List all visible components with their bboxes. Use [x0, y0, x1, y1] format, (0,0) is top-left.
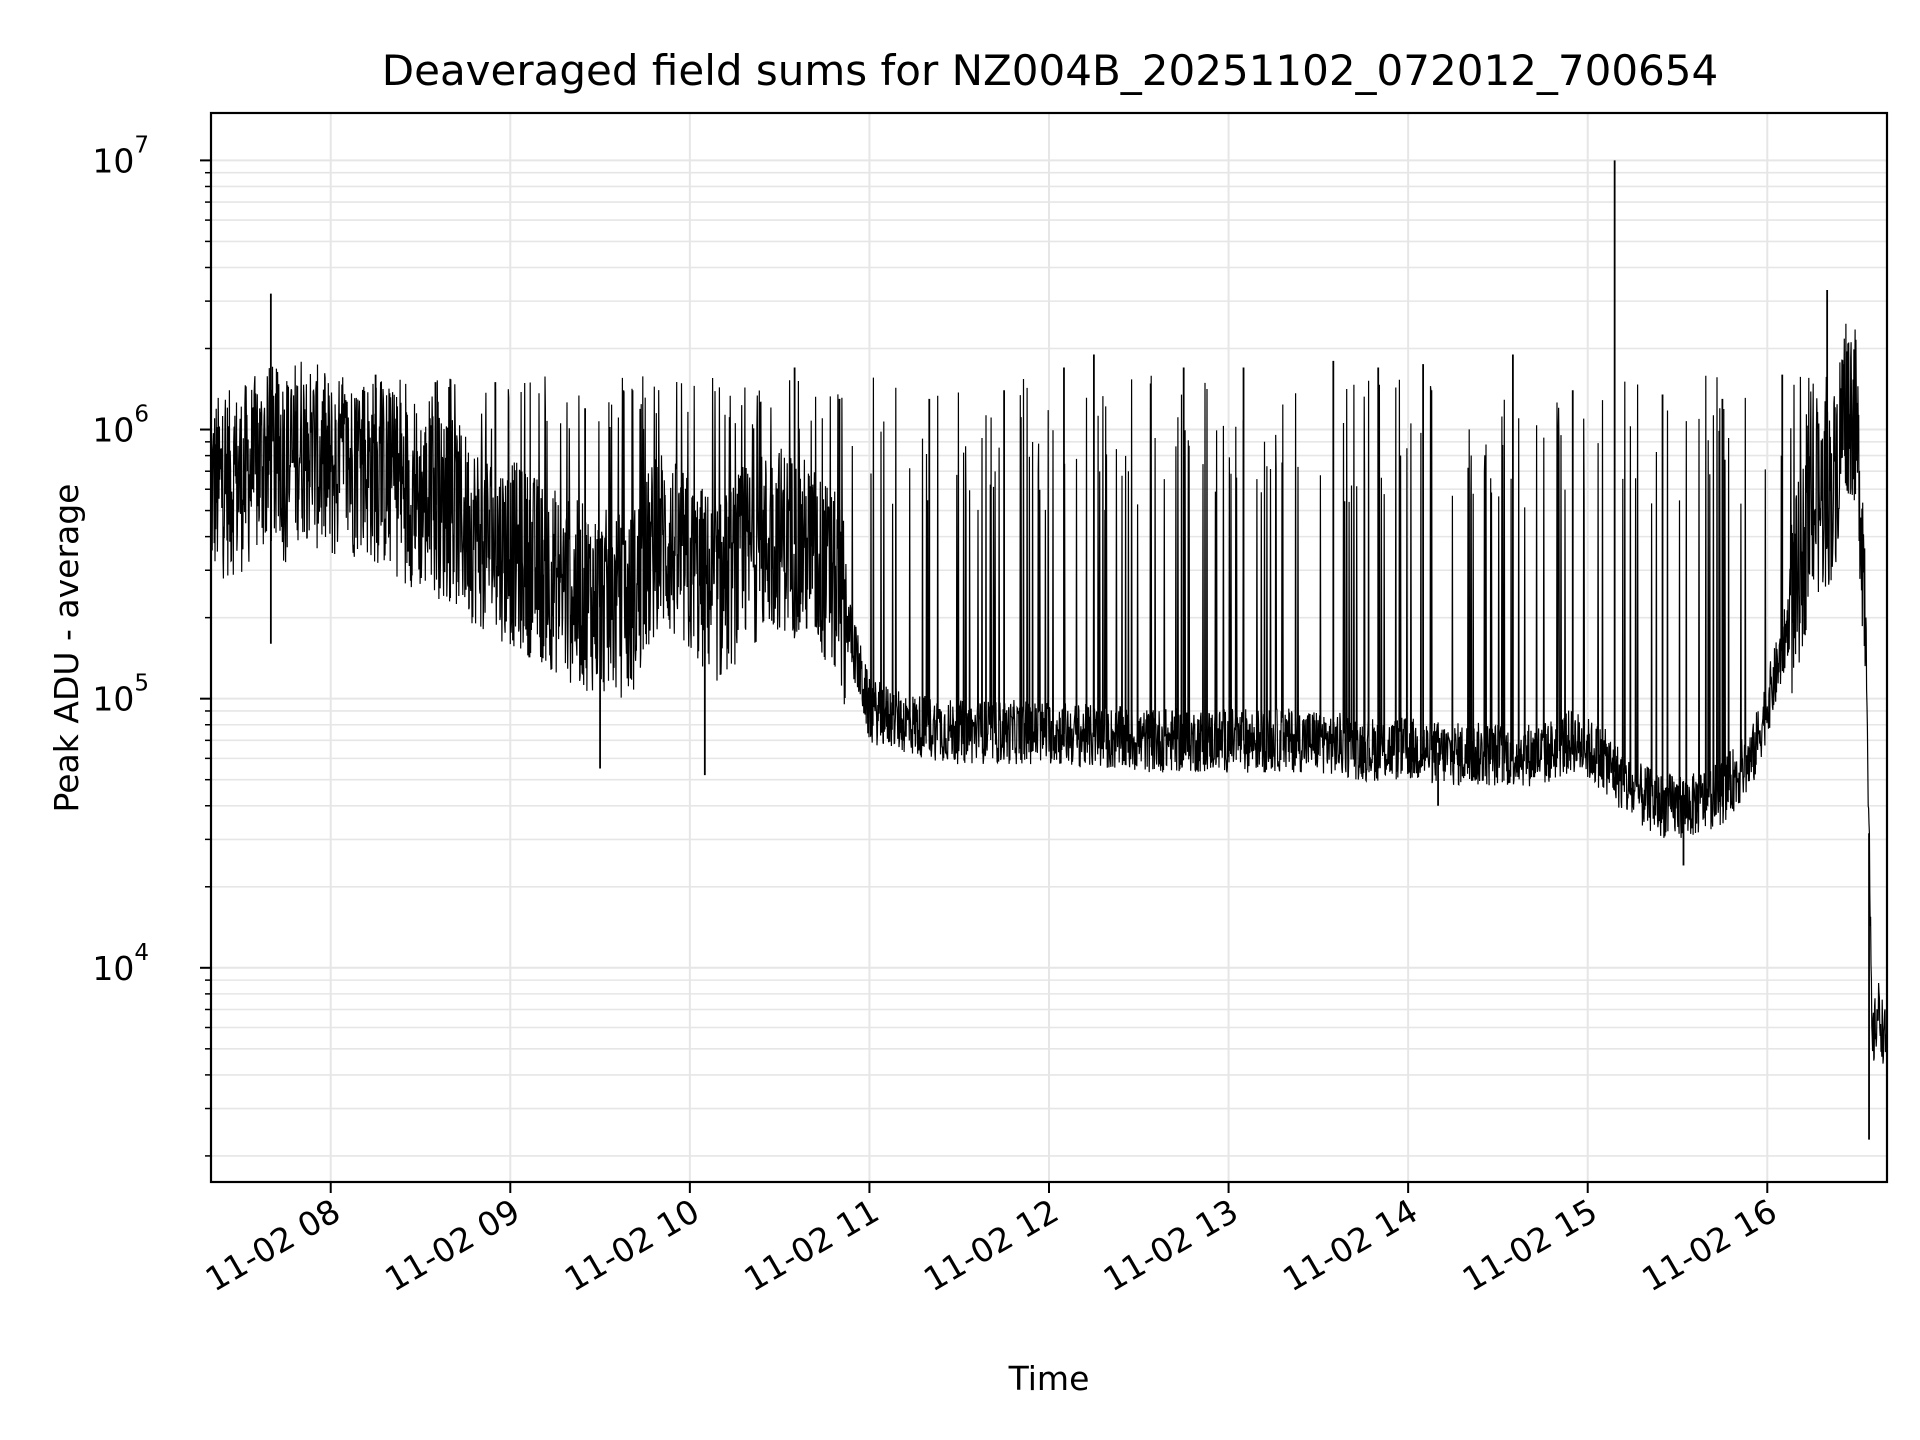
y-tick-label: 104 — [92, 940, 149, 988]
y-tick-exponent: 7 — [134, 132, 149, 158]
series-line — [210, 323, 1888, 1072]
x-tick-label: 11-02 16 — [1635, 1191, 1783, 1299]
y-tick-exponent: 4 — [134, 940, 149, 966]
data-series — [210, 160, 1888, 1140]
y-tick-exponent: 5 — [134, 671, 149, 697]
x-tick-label: 11-02 14 — [1276, 1191, 1424, 1299]
y-tick-label: 107 — [92, 132, 149, 180]
chart-title: Deaveraged field sums for NZ004B_2025110… — [382, 46, 1718, 95]
y-tick-exponent: 6 — [134, 402, 149, 428]
x-tick-label: 11-02 11 — [737, 1191, 885, 1299]
x-tick-label: 11-02 12 — [917, 1191, 1065, 1299]
x-axis-label: Time — [1008, 1359, 1090, 1398]
x-tick-label: 11-02 15 — [1456, 1191, 1604, 1299]
y-tick-label: 105 — [92, 671, 149, 719]
y-axis: 104 105 106 107 — [92, 132, 211, 1157]
x-tick-label: 11-02 08 — [199, 1191, 347, 1299]
y-axis-label: Peak ADU - average — [47, 484, 86, 813]
x-tick-label: 11-02 09 — [378, 1191, 526, 1299]
y-tick-label: 106 — [92, 402, 149, 450]
x-axis: 11-02 08 11-02 09 11-02 10 11-02 11 11-02 12… — [199, 1182, 1783, 1299]
x-tick-label: 11-02 13 — [1097, 1191, 1245, 1299]
x-tick-label: 11-02 10 — [558, 1191, 706, 1299]
